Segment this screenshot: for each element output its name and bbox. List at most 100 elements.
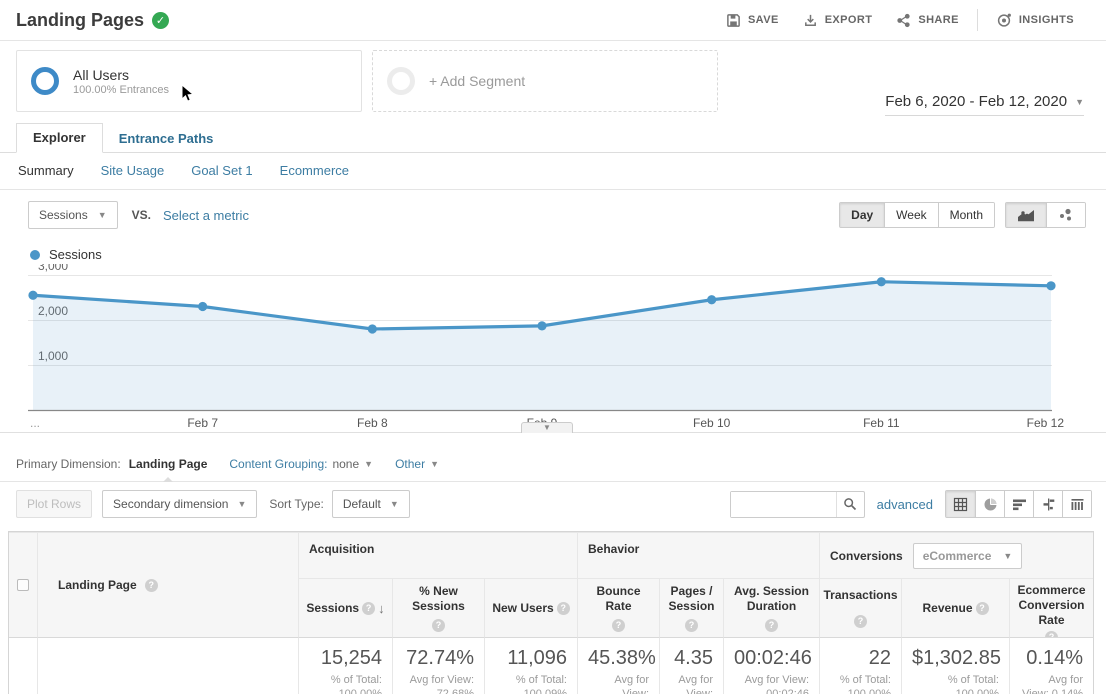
column-header-revenue[interactable]: Revenue ? (901, 578, 1009, 637)
select-a-metric-link[interactable]: Select a metric (163, 208, 249, 223)
page-title: Landing Pages (16, 10, 144, 31)
totals-dimension-cell (37, 637, 298, 694)
subtab-site-usage[interactable]: Site Usage (101, 163, 165, 178)
granularity-week-button[interactable]: Week (884, 203, 937, 227)
legend-label: Sessions (49, 247, 102, 262)
annotations-expander[interactable]: ▼ (521, 422, 573, 433)
percentage-view-button[interactable] (975, 491, 1004, 517)
column-header-transactions[interactable]: Transactions ? (819, 578, 901, 637)
conversions-goal-dropdown[interactable]: eCommerce ▼ (913, 543, 1023, 569)
table-search (730, 491, 865, 518)
column-header-pages-session[interactable]: Pages / Session ? (659, 578, 723, 637)
tab-bar: Explorer Entrance Paths (0, 126, 1106, 153)
view-toggle-group (945, 490, 1092, 518)
svg-text:Feb 8: Feb 8 (357, 416, 388, 430)
help-icon[interactable]: ? (765, 619, 778, 632)
chevron-down-icon: ▼ (543, 425, 551, 431)
subtab-summary[interactable]: Summary (18, 163, 74, 178)
insights-button[interactable]: INSIGHTS (984, 6, 1086, 34)
total-new-sessions: 72.74% Avg for View: 72.68% (0.09%) (392, 637, 484, 694)
help-icon[interactable]: ? (976, 602, 989, 615)
granularity-month-button[interactable]: Month (938, 203, 994, 227)
help-icon[interactable]: ? (557, 602, 570, 615)
sessions-chart: 1,0002,0003,000...Feb 7Feb 8Feb 9Feb 10F… (0, 264, 1106, 432)
help-icon[interactable]: ? (145, 579, 158, 592)
help-icon[interactable]: ? (362, 602, 375, 615)
segment-subtitle: 100.00% Entrances (73, 84, 169, 96)
motion-chart-view-button[interactable] (1046, 203, 1085, 227)
subtab-bar: Summary Site Usage Goal Set 1 Ecommerce (0, 153, 1106, 190)
sort-type-dropdown[interactable]: Default ▼ (332, 490, 410, 518)
vs-label: vs. (132, 208, 151, 222)
granularity-toggle: Day Week Month (839, 202, 995, 228)
date-range-selector[interactable]: Feb 6, 2020 - Feb 12, 2020 ▼ (885, 93, 1084, 116)
subtab-goal-set-1[interactable]: Goal Set 1 (191, 163, 252, 178)
total-new-users: 11,096 % of Total: 100.09% (11,086) (484, 637, 577, 694)
search-input[interactable] (731, 492, 836, 517)
primary-dimension-label: Primary Dimension: (16, 457, 121, 471)
metric-select-dropdown[interactable]: Sessions ▼ (28, 201, 118, 229)
help-icon[interactable]: ? (612, 619, 625, 632)
tab-entrance-paths[interactable]: Entrance Paths (103, 125, 230, 153)
line-chart-view-button[interactable] (1006, 203, 1046, 227)
comparison-view-button[interactable] (1033, 491, 1062, 517)
help-icon[interactable]: ? (685, 619, 698, 632)
table-view-button[interactable] (946, 491, 975, 517)
column-header-avg-session-duration[interactable]: Avg. Session Duration ? (723, 578, 819, 637)
legend-dot-icon (30, 250, 40, 260)
plot-rows-button[interactable]: Plot Rows (16, 490, 92, 518)
svg-text:Feb 12: Feb 12 (1027, 416, 1065, 430)
chart-type-toggle (1005, 202, 1086, 228)
total-sessions: 15,254 % of Total: 100.00% (15,254) (298, 637, 392, 694)
sort-descending-icon[interactable]: ↓ (378, 601, 385, 616)
insights-icon (996, 12, 1012, 28)
chevron-down-icon: ▼ (430, 459, 439, 469)
date-range-value: Feb 6, 2020 - Feb 12, 2020 (885, 93, 1067, 110)
table-view-icon (953, 497, 968, 512)
landing-pages-report: Landing Pages ✓ SAVE EXPORT SHARE (0, 0, 1106, 694)
segment-all-users[interactable]: All Users 100.00% Entrances (16, 50, 362, 112)
search-button[interactable] (836, 492, 864, 517)
secondary-dimension-dropdown[interactable]: Secondary dimension ▼ (102, 490, 257, 518)
chevron-down-icon: ▼ (390, 499, 399, 509)
verified-shield-icon: ✓ (152, 12, 169, 29)
segment-ring-gray-icon (387, 67, 415, 95)
dimension-landing-page[interactable]: Landing Page (129, 457, 208, 471)
total-transactions: 22 % of Total: 100.00% (22) (819, 637, 901, 694)
select-all-checkbox[interactable] (17, 579, 29, 591)
pivot-view-button[interactable] (1062, 491, 1091, 517)
column-header-new-sessions[interactable]: % New Sessions ? (392, 578, 484, 637)
advanced-search-link[interactable]: advanced (877, 497, 933, 512)
pivot-view-icon (1070, 497, 1085, 512)
column-header-new-users[interactable]: New Users ? (484, 578, 577, 637)
sessions-line-chart[interactable]: 1,0002,0003,000...Feb 7Feb 8Feb 9Feb 10F… (0, 264, 1106, 432)
svg-text:Feb 11: Feb 11 (863, 416, 900, 430)
help-icon[interactable]: ? (854, 615, 867, 628)
landing-page-column-header[interactable]: Landing Page ? (37, 532, 298, 637)
save-button[interactable]: SAVE (714, 7, 791, 34)
select-all-cell (9, 532, 37, 637)
share-button[interactable]: SHARE (884, 7, 971, 34)
export-icon (803, 13, 818, 28)
content-grouping-control[interactable]: Content Grouping: none ▼ (229, 457, 373, 471)
percentage-view-icon (983, 497, 998, 512)
granularity-day-button[interactable]: Day (840, 203, 884, 227)
chart-legend: Sessions (0, 239, 1106, 264)
chevron-down-icon: ▼ (98, 210, 107, 220)
segment-bar: All Users 100.00% Entrances + Add Segmen… (0, 41, 1106, 126)
segment-title: All Users (73, 66, 169, 84)
search-icon (843, 497, 857, 511)
primary-dimension-row: Primary Dimension: Landing Page Content … (0, 433, 1106, 481)
svg-text:...: ... (30, 416, 40, 430)
performance-view-button[interactable] (1004, 491, 1033, 517)
other-dimension-control[interactable]: Other ▼ (395, 457, 439, 471)
tab-explorer[interactable]: Explorer (16, 123, 103, 153)
column-header-ecommerce-conversion-rate[interactable]: Ecommerce Conversion Rate ? (1009, 578, 1093, 637)
subtab-ecommerce[interactable]: Ecommerce (280, 163, 349, 178)
top-bar: Landing Pages ✓ SAVE EXPORT SHARE (0, 0, 1106, 41)
help-icon[interactable]: ? (432, 619, 445, 632)
column-header-bounce-rate[interactable]: Bounce Rate ? (577, 578, 659, 637)
column-header-sessions[interactable]: Sessions ? ↓ (298, 578, 392, 637)
add-segment-button[interactable]: + Add Segment (372, 50, 718, 112)
export-button[interactable]: EXPORT (791, 7, 885, 34)
